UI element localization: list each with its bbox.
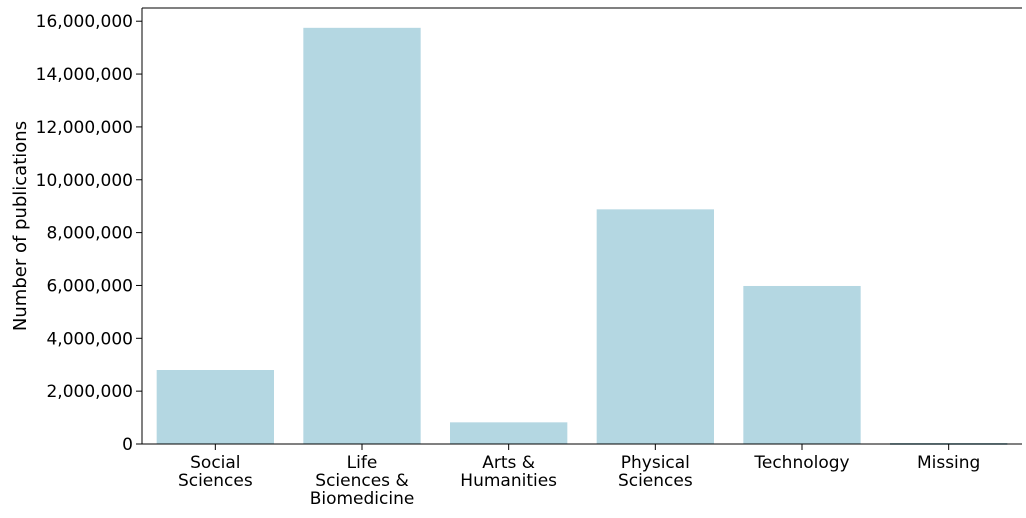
x-tick-label-line: Social xyxy=(190,453,240,473)
x-tick-label-line: Technology xyxy=(753,453,849,473)
bar-4 xyxy=(743,285,861,444)
y-axis-title: Number of publications xyxy=(10,121,31,331)
y-tick-label-3: 6,000,000 xyxy=(46,276,133,296)
y-tick-label-2: 4,000,000 xyxy=(46,329,133,349)
y-tick-label-1: 2,000,000 xyxy=(46,382,133,402)
bars-group xyxy=(156,27,1008,445)
y-tick-label-4: 8,000,000 xyxy=(46,224,133,244)
x-tick-label-line: Sciences & xyxy=(315,471,408,491)
bar-1 xyxy=(303,27,421,445)
x-tick-label-line: Arts & xyxy=(482,453,535,473)
x-tick-label-line: Biomedicine xyxy=(310,489,415,509)
y-axis: 0 2,000,000 4,000,000 6,000,000 8,000,000 10,… xyxy=(36,7,1022,455)
x-tick-label-4: Technology xyxy=(753,453,849,473)
x-tick-label-0: Social Sciences xyxy=(178,453,253,491)
x-tick-label-line: Humanities xyxy=(460,471,557,491)
y-tick-label-8: 16,000,000 xyxy=(36,12,133,32)
y-tick-label-7: 14,000,000 xyxy=(36,65,133,85)
y-tick-label-5: 10,000,000 xyxy=(36,171,133,191)
y-tick-label-6: 12,000,000 xyxy=(36,118,133,138)
bar-2 xyxy=(450,422,568,444)
x-tick-label-line: Sciences xyxy=(178,471,253,491)
x-tick-label-3: Physical Sciences xyxy=(618,453,693,491)
y-tick-label-0: 0 xyxy=(122,435,133,455)
x-tick-label-line: Missing xyxy=(917,453,980,473)
bar-0 xyxy=(156,370,274,444)
x-tick-label-2: Arts & Humanities xyxy=(460,453,557,491)
x-tick-label-1: Life Sciences & Biomedicine xyxy=(310,453,415,509)
x-tick-label-line: Sciences xyxy=(618,471,693,491)
x-tick-label-line: Physical xyxy=(621,453,690,473)
x-tick-label-5: Missing xyxy=(917,453,980,473)
x-tick-label-line: Life xyxy=(347,453,378,473)
bar-3 xyxy=(596,209,714,444)
